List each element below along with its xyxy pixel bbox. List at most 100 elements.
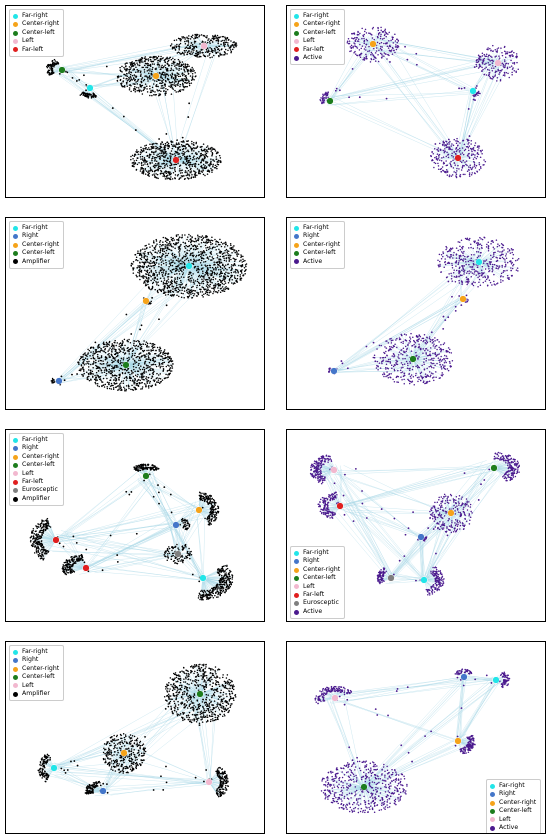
network-node [483,73,486,76]
network-node [193,254,195,257]
network-edge [134,75,157,85]
network-node [170,270,172,272]
network-node [164,83,166,86]
network-node [188,166,191,168]
network-node [87,95,90,98]
network-node [474,99,476,102]
network-node [191,34,194,37]
network-node [215,267,217,270]
network-node [146,148,149,151]
network-node [386,58,388,60]
legend-marker [13,30,18,36]
network-node [443,162,446,165]
network-node [216,272,218,275]
network-node [157,168,159,171]
network-edge [378,38,473,90]
network-node [505,51,507,53]
network-node [142,149,145,151]
network-node [159,158,161,161]
network-edge [188,245,228,267]
network-node [132,83,134,85]
network-node [213,37,215,39]
network-node [217,287,219,289]
network-node [148,271,151,274]
network-node [210,273,213,275]
network-node [467,147,470,149]
network-node [170,236,172,239]
network-node [144,168,147,170]
network-node [171,81,174,83]
network-node [235,45,237,48]
network-node [227,45,230,47]
network-node [177,269,179,271]
network-node [186,65,189,68]
network-node [237,253,240,255]
network-node [479,156,482,158]
network-node [163,148,165,151]
network-node [192,143,195,146]
network-node [370,33,372,36]
network-node [460,87,463,90]
network-node [504,53,507,55]
network-node [198,34,201,37]
network-node [187,174,189,176]
network-node [436,153,439,155]
network-node [500,47,502,49]
network-node [176,238,178,241]
network-node [157,64,159,66]
network-node [152,83,155,85]
network-node [217,243,220,246]
network-node [196,36,199,39]
network-node [138,272,141,274]
network-node [91,95,93,97]
network-node [355,38,357,41]
network-node [181,145,184,148]
legend-1: Far-right Center-right Center-left Left Far-… [9,9,65,58]
network-node [147,274,150,277]
network-node [153,94,155,96]
network-node [176,294,178,297]
network-node [166,247,169,249]
network-node [219,54,221,56]
network-node [174,153,176,155]
network-node [476,91,479,94]
network-node [134,153,136,155]
network-node [175,84,177,86]
network-node [484,67,486,70]
network-node [500,70,502,72]
network-node [450,175,453,177]
network-node [163,288,166,290]
network-node [447,154,449,156]
network-node [162,281,165,284]
network-node [470,154,473,157]
network-node [177,51,180,53]
network-node [189,168,192,171]
network-node [117,76,119,79]
network-node [139,84,141,86]
legend-label: Far-right [22,12,48,19]
network-node [490,67,493,69]
network-node [189,161,192,164]
network-node [481,55,484,57]
network-edge [175,159,201,174]
network-node [215,241,217,243]
network-node [175,163,178,166]
network-node [448,143,450,145]
network-node [178,52,181,54]
network-node [217,280,219,283]
network-node [491,59,493,62]
network-node [56,62,58,64]
network-node [213,38,215,41]
network-node [202,54,205,56]
network-node [182,162,184,164]
network-node [197,267,200,270]
network-node [461,152,464,154]
network-node [155,173,157,175]
network-node [472,94,474,97]
network-node [404,45,406,48]
network-node [171,264,174,267]
network-node [233,260,236,263]
network-edge [328,56,494,99]
network-node [214,34,217,37]
network-node [235,268,237,271]
